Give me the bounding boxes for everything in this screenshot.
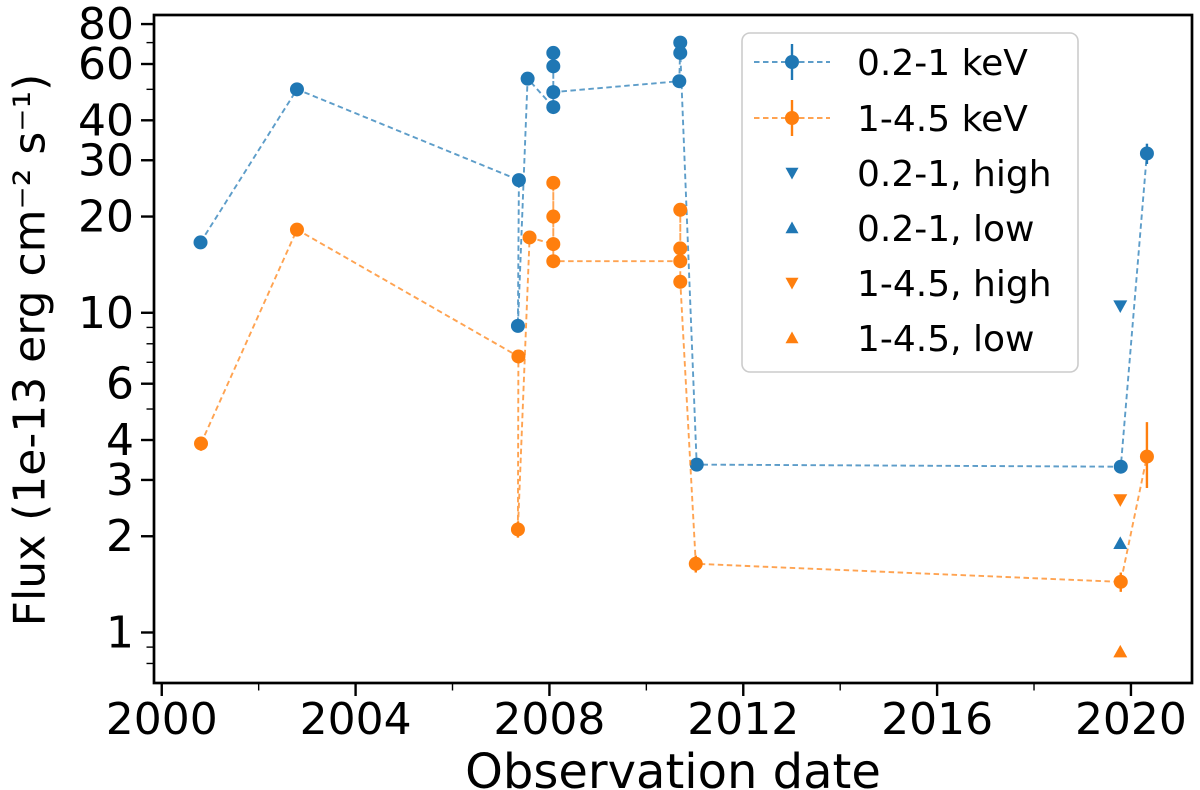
data-point-marker [546,85,561,100]
data-point-marker [546,209,561,224]
legend-item: 0.2-1 keV [754,43,1028,84]
y-tick-label: 80 [78,0,134,50]
x-tick-label: 2012 [687,694,799,745]
x-axis-title: Observation date [465,744,881,790]
legend-circle-marker [785,55,799,69]
data-point-marker [672,74,687,89]
legend-item: 0.2-1, low [785,209,1035,250]
series-1-4.5-keV [194,175,1154,592]
data-point-marker [673,254,688,269]
data-point-marker [546,45,561,60]
data-point-marker [1139,449,1154,464]
triangle-up-marker [785,221,799,234]
data-point-marker [511,349,526,364]
legend-label: 1-4.5, low [857,319,1035,360]
y-tick-label: 40 [78,95,134,146]
y-tick-label: 6 [106,359,134,410]
triangle-up-marker [1113,644,1128,658]
y-tick-label: 30 [78,135,134,186]
data-point-marker [546,59,561,74]
x-tick-label: 2000 [106,694,218,745]
data-point-marker [673,35,688,50]
legend-label: 0.2-1 keV [857,43,1028,84]
legend-label: 1-4.5 keV [857,99,1028,140]
scatter-0.2-1-low [1113,536,1128,549]
y-axis-title: Flux (1e-13 erg cm⁻² s⁻¹) [4,73,56,627]
data-point-marker [289,82,304,97]
triangle-down-marker [785,277,799,290]
x-tick-label: 2016 [881,694,993,745]
data-point-marker [194,436,209,451]
series-0.2-1-keV [193,35,1154,474]
data-point-marker [673,45,688,60]
triangle-down-marker [785,167,799,180]
x-tick-label: 2004 [300,694,412,745]
plot-border [152,13,1194,685]
data-point-marker [673,274,688,289]
triangle-up-marker [785,331,799,344]
legend-item: 0.2-1, high [785,154,1052,195]
y-tick-label: 2 [106,511,134,562]
data-point-marker [546,175,561,190]
data-point-marker [1139,146,1154,161]
triangle-down-marker [1113,494,1128,507]
legend: 0.2-1 keV 1-4.5 keV 0.2-1, high 0.2-1, low 1… [741,32,1079,373]
legend-label: 0.2-1, low [857,209,1035,250]
data-point-marker [673,202,688,217]
scatter-1-4.5-high [1113,494,1128,507]
data-point-marker [510,522,525,537]
data-point-marker [546,100,561,115]
scatter-1-4.5-low [1113,644,1128,658]
triangle-down-marker [1113,300,1128,314]
y-tick-label: 1 [106,607,134,658]
legend-item: 1-4.5, low [785,319,1035,360]
data-point-marker [689,457,704,472]
scatter-0.2-1-high [1113,300,1128,314]
data-point-marker [520,71,535,86]
y-tick-label: 20 [78,192,134,243]
x-tick-label: 2008 [493,694,605,745]
y-tick-label: 4 [106,415,134,466]
data-point-marker [1113,459,1128,474]
legend-label: 1-4.5, high [857,264,1052,305]
legend-item: 1-4.5, high [785,264,1052,305]
data-point-marker [522,230,537,245]
y-tick-label: 3 [106,455,134,506]
data-point-marker [193,235,208,250]
y-tick-label: 60 [78,39,134,90]
data-point-marker [546,237,561,252]
legend-item: 1-4.5 keV [754,99,1028,140]
data-point-marker [688,556,703,571]
data-point-marker [289,222,304,237]
legend-label: 0.2-1, high [857,154,1052,195]
y-tick-label: 10 [78,288,134,339]
x-tick-label: 2020 [1075,694,1187,745]
data-point-marker [546,254,561,269]
triangle-up-marker [1113,536,1128,549]
data-point-marker [510,318,525,333]
data-point-marker [673,241,688,256]
data-point-marker [1113,574,1128,589]
legend-circle-marker [785,111,799,125]
data-point-marker [511,173,526,188]
